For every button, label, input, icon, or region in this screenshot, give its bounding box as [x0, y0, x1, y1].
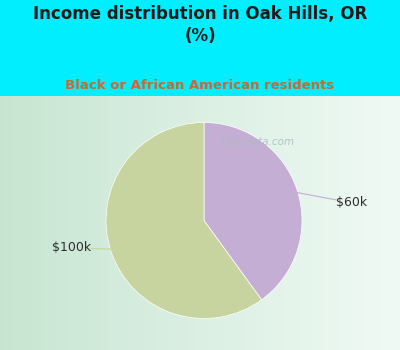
Text: $60k: $60k [292, 192, 368, 209]
Text: City-Data.com: City-Data.com [221, 137, 295, 147]
Wedge shape [204, 122, 302, 300]
Text: $100k: $100k [52, 241, 116, 254]
Text: Income distribution in Oak Hills, OR
(%): Income distribution in Oak Hills, OR (%) [33, 5, 367, 46]
Wedge shape [106, 122, 262, 318]
Text: Black or African American residents: Black or African American residents [66, 79, 334, 92]
